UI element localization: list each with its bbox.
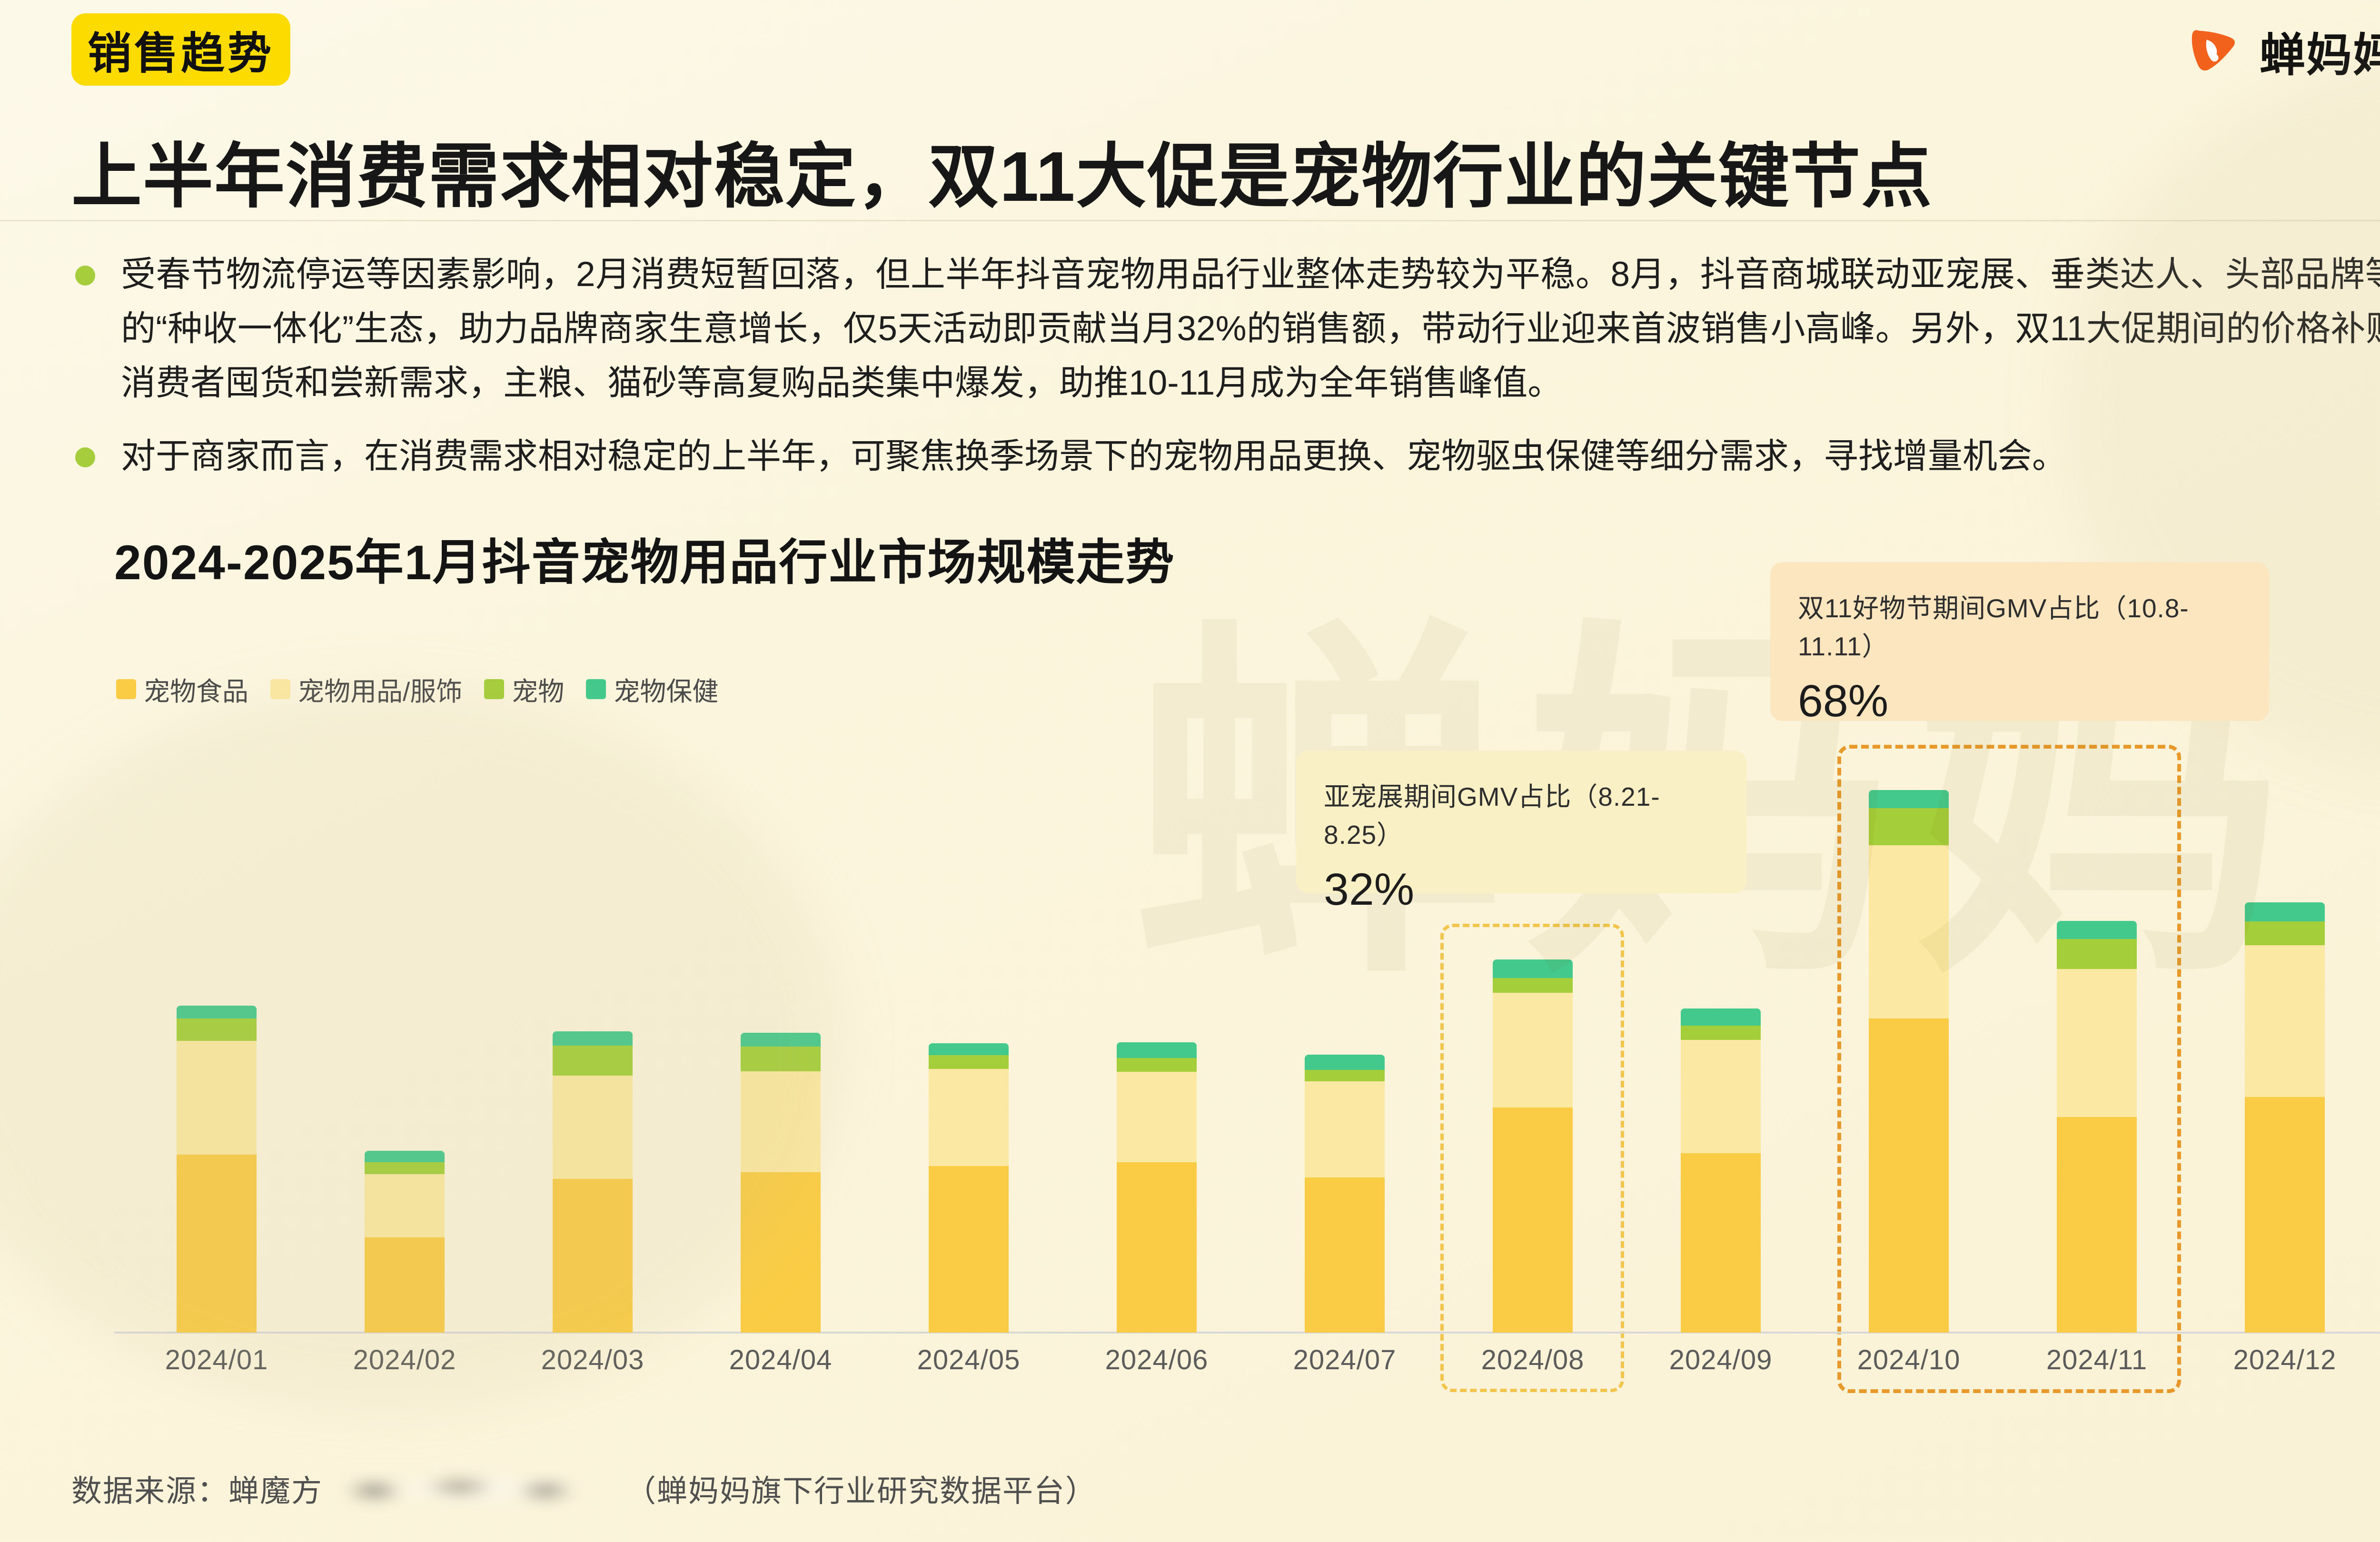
legend-label: 宠物用品/服饰	[298, 677, 463, 706]
bullet-item: 对于商家而言，在消费需求相对稳定的上半年，可聚焦换季场景下的宠物用品更换、宠物驱…	[71, 429, 2380, 484]
legend-item: 宠物用品/服饰	[270, 670, 462, 708]
bar-segment-宠物用品/服饰	[741, 1071, 821, 1172]
bar-segment-宠物食品	[177, 1155, 257, 1333]
bar-segment-宠物	[929, 1055, 1009, 1069]
bar-segment-宠物用品/服饰	[365, 1174, 445, 1237]
legend-item: 宠物食品	[116, 670, 248, 708]
bar-segment-宠物保健	[1681, 1008, 1761, 1026]
bar-2024/02	[365, 1151, 445, 1333]
bar-segment-宠物用品/服饰	[1117, 1072, 1197, 1162]
watermark-blob	[0, 690, 838, 1404]
bar-2024/03	[553, 1031, 633, 1333]
title-divider	[0, 220, 2380, 221]
bullet-text: 对于商家而言，在消费需求相对稳定的上半年，可聚焦换季场景下的宠物用品更换、宠物驱…	[121, 437, 2067, 475]
bar-segment-宠物食品	[1305, 1177, 1385, 1333]
bar-segment-宠物食品	[741, 1172, 821, 1333]
summary-bullets: 受春节物流停运等因素影响，2月消费短暂回落，但上半年抖音宠物用品行业整体走势较为…	[71, 247, 2380, 484]
annotation-card-double11: 双11好物节期间GMV占比（10.8-11.11） 68%	[1770, 562, 2269, 726]
bar-segment-宠物用品/服饰	[177, 1041, 257, 1155]
bar-segment-宠物食品	[365, 1237, 445, 1333]
chanmama-logo-icon	[2192, 30, 2235, 71]
bar-segment-宠物保健	[1117, 1042, 1197, 1058]
chanmama-logo-text: 蝉妈妈	[2259, 30, 2380, 81]
legend-swatch-icon	[270, 679, 291, 699]
bar-2024/12	[2245, 902, 2325, 1333]
bar-segment-宠物用品/服饰	[2245, 945, 2325, 1097]
annotation-label: 双11好物节期间GMV占比（10.8-11.11）	[1798, 593, 2189, 661]
annotation-card-yachong: 亚宠展期间GMV占比（8.21-8.25） 32%	[1296, 751, 1746, 915]
bar-segment-宠物用品/服饰	[1681, 1040, 1761, 1153]
highlight-box-aug	[1440, 924, 1624, 1392]
bar-segment-宠物食品	[1681, 1153, 1761, 1333]
bar-2024/06	[1117, 1042, 1197, 1333]
annotation-label: 亚宠展期间GMV占比（8.21-8.25）	[1324, 782, 1660, 850]
chart-title: 2024-2025年1月抖音宠物用品行业市场规模走势	[114, 535, 1175, 590]
bar-segment-宠物	[2245, 921, 2325, 945]
x-axis-label: 2024/05	[917, 1344, 1021, 1375]
bar-segment-宠物用品/服饰	[1305, 1081, 1385, 1177]
bar-segment-宠物保健	[2245, 902, 2325, 921]
bullet-dot-icon	[75, 266, 95, 286]
bar-segment-宠物保健	[177, 1006, 257, 1018]
bar-segment-宠物	[365, 1162, 445, 1174]
bar-segment-宠物保健	[929, 1043, 1009, 1055]
page-title: 上半年消费需求相对稳定，双11大促是宠物行业的关键节点	[71, 138, 1933, 216]
bar-segment-宠物食品	[929, 1166, 1009, 1333]
source-suffix: （蝉妈妈旗下行业研究数据平台）	[625, 1474, 1097, 1508]
legend-label: 宠物保健	[614, 677, 719, 706]
bar-segment-宠物	[1117, 1058, 1197, 1072]
bar-segment-宠物保健	[741, 1033, 821, 1047]
x-axis-label: 2024/06	[1105, 1344, 1209, 1375]
bar-segment-宠物保健	[553, 1031, 633, 1046]
bar-segment-宠物保健	[1305, 1055, 1385, 1070]
bar-segment-宠物食品	[553, 1179, 633, 1333]
bar-2024/01	[177, 1006, 257, 1333]
x-axis-label: 2024/01	[165, 1344, 268, 1375]
bar-segment-宠物	[553, 1046, 633, 1076]
bar-segment-宠物	[1305, 1070, 1385, 1081]
x-axis-label: 2024/09	[1669, 1344, 1773, 1375]
legend-label: 宠物食品	[144, 677, 249, 706]
legend-swatch-icon	[116, 679, 136, 699]
chart-legend: 宠物食品 宠物用品/服饰 宠物 宠物保健	[116, 670, 718, 708]
legend-label: 宠物	[512, 677, 565, 706]
bar-2024/05	[929, 1043, 1009, 1333]
legend-item: 宠物保健	[586, 670, 718, 708]
bar-segment-宠物食品	[2245, 1097, 2325, 1333]
legend-swatch-icon	[586, 679, 606, 699]
x-axis-label: 2024/12	[2233, 1344, 2337, 1375]
x-axis-label: 2024/04	[729, 1344, 833, 1375]
bullet-text: 受春节物流停运等因素影响，2月消费短暂回落，但上半年抖音宠物用品行业整体走势较为…	[121, 255, 2380, 402]
legend-item: 宠物	[484, 670, 564, 708]
bullet-item: 受春节物流停运等因素影响，2月消费短暂回落，但上半年抖音宠物用品行业整体走势较为…	[71, 247, 2380, 410]
section-badge: 销售趋势	[71, 13, 290, 86]
bar-segment-宠物用品/服饰	[553, 1076, 633, 1179]
annotation-value: 68%	[1798, 676, 1889, 726]
bar-segment-宠物用品/服饰	[929, 1069, 1009, 1166]
annotation-value: 32%	[1324, 864, 1415, 915]
redacted-text	[331, 1468, 617, 1509]
bar-segment-宠物	[177, 1018, 257, 1041]
x-axis-label: 2024/07	[1293, 1344, 1397, 1375]
bar-segment-宠物保健	[365, 1151, 445, 1162]
bullet-dot-icon	[75, 447, 95, 467]
highlight-box-double11	[1837, 745, 2181, 1393]
data-source-line: 数据来源：蝉魔方 （蝉妈妈旗下行业研究数据平台）	[71, 1467, 1097, 1511]
bar-segment-宠物	[741, 1047, 821, 1071]
bar-segment-宠物食品	[1117, 1162, 1197, 1333]
legend-swatch-icon	[484, 679, 505, 699]
bar-2024/09	[1681, 1008, 1761, 1333]
bar-2024/07	[1305, 1055, 1385, 1333]
x-axis-label: 2024/03	[541, 1344, 645, 1375]
section-badge-label: 销售趋势	[87, 29, 274, 78]
source-prefix: 数据来源：蝉魔方	[71, 1474, 323, 1508]
x-axis-label: 2024/02	[353, 1344, 456, 1375]
brand-logos: 蝉妈妈 × 蝉魔方	[2185, 20, 2380, 82]
bar-segment-宠物	[1681, 1026, 1761, 1040]
bar-2024/04	[741, 1033, 821, 1333]
